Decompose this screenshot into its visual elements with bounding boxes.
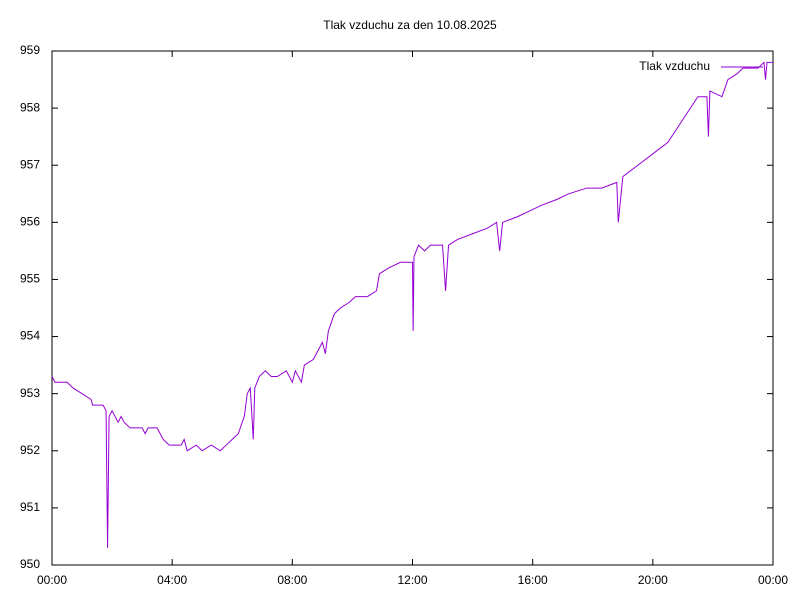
- y-tick-label: 957: [20, 157, 40, 171]
- y-tick-label: 956: [20, 215, 40, 229]
- x-tick-label: 12:00: [397, 573, 427, 587]
- y-tick-label: 950: [20, 557, 40, 571]
- y-tick-label: 959: [20, 43, 40, 57]
- y-tick-label: 955: [20, 272, 40, 286]
- x-tick-label: 20:00: [638, 573, 668, 587]
- chart-title: Tlak vzduchu za den 10.08.2025: [323, 18, 497, 32]
- legend-label: Tlak vzduchu: [639, 59, 710, 73]
- x-tick-label: 00:00: [758, 573, 788, 587]
- y-tick-label: 951: [20, 500, 40, 514]
- x-tick-label: 00:00: [37, 573, 67, 587]
- y-tick-label: 952: [20, 443, 40, 457]
- y-tick-label: 958: [20, 100, 40, 114]
- x-tick-label: 04:00: [157, 573, 187, 587]
- data-line: [51, 61, 773, 548]
- y-tick-label: 954: [20, 329, 40, 343]
- y-tick-label: 953: [20, 386, 40, 400]
- x-tick-label: 16:00: [518, 573, 548, 587]
- x-tick-label: 08:00: [277, 573, 307, 587]
